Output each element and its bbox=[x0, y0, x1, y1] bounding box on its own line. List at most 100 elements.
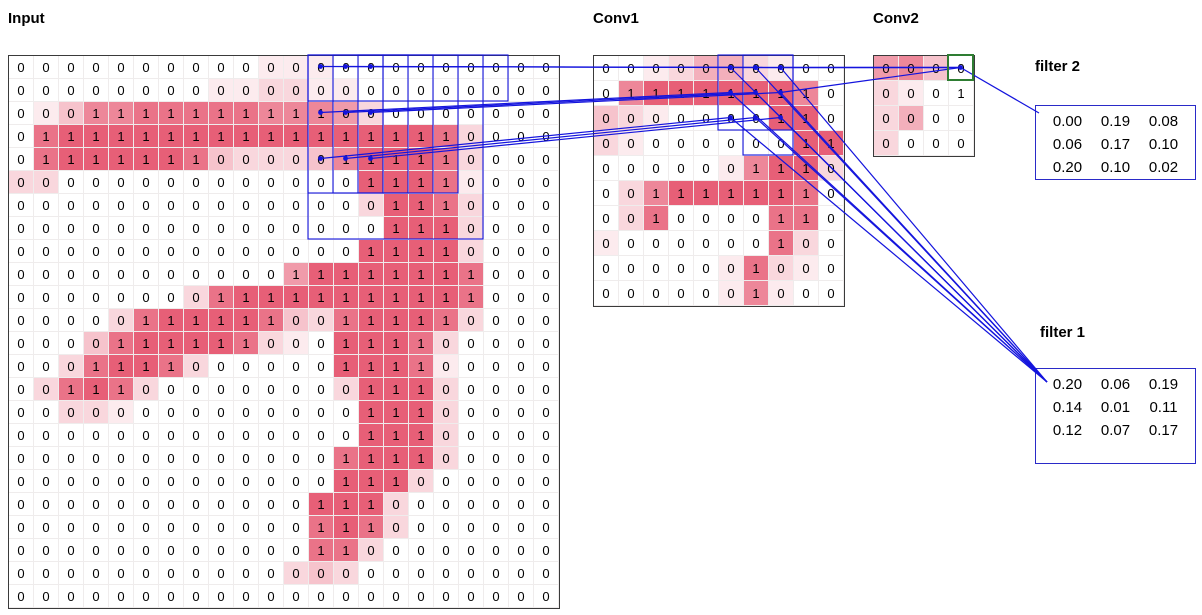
input-cell: 0 bbox=[84, 585, 109, 608]
input-cell: 0 bbox=[484, 194, 509, 217]
input-cell: 0 bbox=[84, 286, 109, 309]
input-cell: 0 bbox=[109, 286, 134, 309]
input-cell: 0 bbox=[434, 539, 459, 562]
input-cell: 0 bbox=[259, 516, 284, 539]
input-cell: 0 bbox=[509, 194, 534, 217]
input-cell: 1 bbox=[284, 263, 309, 286]
input-cell: 1 bbox=[434, 263, 459, 286]
filter1-matrix: 0.20 0.06 0.19 0.14 0.01 0.11 0.12 0.07 0.17 bbox=[1035, 368, 1196, 464]
input-cell: 0 bbox=[259, 355, 284, 378]
input-cell: 0 bbox=[9, 148, 34, 171]
input-cell: 0 bbox=[9, 401, 34, 424]
input-cell: 0 bbox=[334, 56, 359, 79]
input-cell: 0 bbox=[34, 217, 59, 240]
input-cell: 0 bbox=[309, 401, 334, 424]
conv1-cell: 0 bbox=[644, 106, 669, 131]
input-cell: 0 bbox=[34, 585, 59, 608]
input-cell: 1 bbox=[409, 217, 434, 240]
conv1-cell: 1 bbox=[794, 206, 819, 231]
input-cell: 0 bbox=[159, 194, 184, 217]
input-cell: 0 bbox=[259, 539, 284, 562]
input-cell: 0 bbox=[534, 240, 559, 263]
input-cell: 0 bbox=[234, 194, 259, 217]
conv1-cell: 0 bbox=[669, 156, 694, 181]
input-cell: 0 bbox=[409, 102, 434, 125]
input-cell: 1 bbox=[234, 309, 259, 332]
input-cell: 0 bbox=[459, 539, 484, 562]
input-cell: 0 bbox=[34, 194, 59, 217]
input-cell: 0 bbox=[459, 562, 484, 585]
input-cell: 0 bbox=[459, 217, 484, 240]
input-cell: 0 bbox=[34, 378, 59, 401]
input-cell: 0 bbox=[284, 539, 309, 562]
conv1-cell: 0 bbox=[669, 206, 694, 231]
input-cell: 0 bbox=[109, 424, 134, 447]
input-cell: 0 bbox=[284, 378, 309, 401]
input-cell: 0 bbox=[484, 79, 509, 102]
input-cell: 0 bbox=[334, 171, 359, 194]
input-cell: 0 bbox=[34, 470, 59, 493]
input-cell: 0 bbox=[209, 493, 234, 516]
input-cell: 1 bbox=[34, 148, 59, 171]
input-cell: 0 bbox=[534, 493, 559, 516]
input-cell: 0 bbox=[434, 470, 459, 493]
input-cell: 1 bbox=[284, 125, 309, 148]
input-cell: 0 bbox=[284, 470, 309, 493]
input-cell: 0 bbox=[159, 401, 184, 424]
input-cell: 0 bbox=[409, 493, 434, 516]
input-cell: 0 bbox=[259, 447, 284, 470]
conv1-cell: 0 bbox=[819, 156, 844, 181]
filter2-value: 0.10 bbox=[1148, 136, 1179, 153]
input-cell: 0 bbox=[534, 102, 559, 125]
conv2-cell: 0 bbox=[924, 81, 949, 106]
input-cell: 0 bbox=[509, 125, 534, 148]
input-cell: 0 bbox=[259, 240, 284, 263]
input-cell: 0 bbox=[484, 286, 509, 309]
input-cell: 1 bbox=[359, 470, 384, 493]
conv1-cell: 0 bbox=[619, 156, 644, 181]
input-cell: 0 bbox=[509, 562, 534, 585]
input-cell: 0 bbox=[9, 585, 34, 608]
input-cell: 0 bbox=[459, 332, 484, 355]
input-cell: 1 bbox=[409, 240, 434, 263]
input-cell: 0 bbox=[384, 493, 409, 516]
conv1-cell: 1 bbox=[719, 81, 744, 106]
conv1-cell: 0 bbox=[644, 156, 669, 181]
input-cell: 0 bbox=[309, 424, 334, 447]
input-cell: 0 bbox=[409, 516, 434, 539]
conv1-cell: 0 bbox=[744, 231, 769, 256]
input-cell: 0 bbox=[384, 79, 409, 102]
input-cell: 0 bbox=[209, 516, 234, 539]
conv1-cell: 0 bbox=[594, 81, 619, 106]
conv1-cell: 0 bbox=[819, 181, 844, 206]
input-cell: 0 bbox=[509, 447, 534, 470]
input-cell: 0 bbox=[209, 585, 234, 608]
input-cell: 0 bbox=[159, 447, 184, 470]
input-cell: 0 bbox=[9, 263, 34, 286]
input-cell: 1 bbox=[384, 125, 409, 148]
input-cell: 1 bbox=[459, 286, 484, 309]
input-cell: 0 bbox=[9, 240, 34, 263]
input-cell: 0 bbox=[434, 355, 459, 378]
input-cell: 1 bbox=[34, 125, 59, 148]
input-cell: 0 bbox=[534, 447, 559, 470]
input-cell: 0 bbox=[509, 585, 534, 608]
input-cell: 1 bbox=[384, 332, 409, 355]
input-cell: 0 bbox=[9, 355, 34, 378]
input-cell: 0 bbox=[9, 562, 34, 585]
input-cell: 0 bbox=[284, 217, 309, 240]
conv1-cell: 0 bbox=[769, 131, 794, 156]
input-cell: 0 bbox=[434, 401, 459, 424]
input-cell: 1 bbox=[159, 355, 184, 378]
input-cell: 1 bbox=[409, 401, 434, 424]
input-cell: 0 bbox=[459, 378, 484, 401]
input-cell: 1 bbox=[409, 309, 434, 332]
input-cell: 1 bbox=[334, 309, 359, 332]
input-cell: 0 bbox=[134, 217, 159, 240]
filter1-value: 0.07 bbox=[1100, 422, 1131, 439]
conv2-cell: 0 bbox=[949, 106, 974, 131]
input-cell: 0 bbox=[434, 79, 459, 102]
conv1-cell: 1 bbox=[794, 81, 819, 106]
input-cell: 0 bbox=[234, 493, 259, 516]
